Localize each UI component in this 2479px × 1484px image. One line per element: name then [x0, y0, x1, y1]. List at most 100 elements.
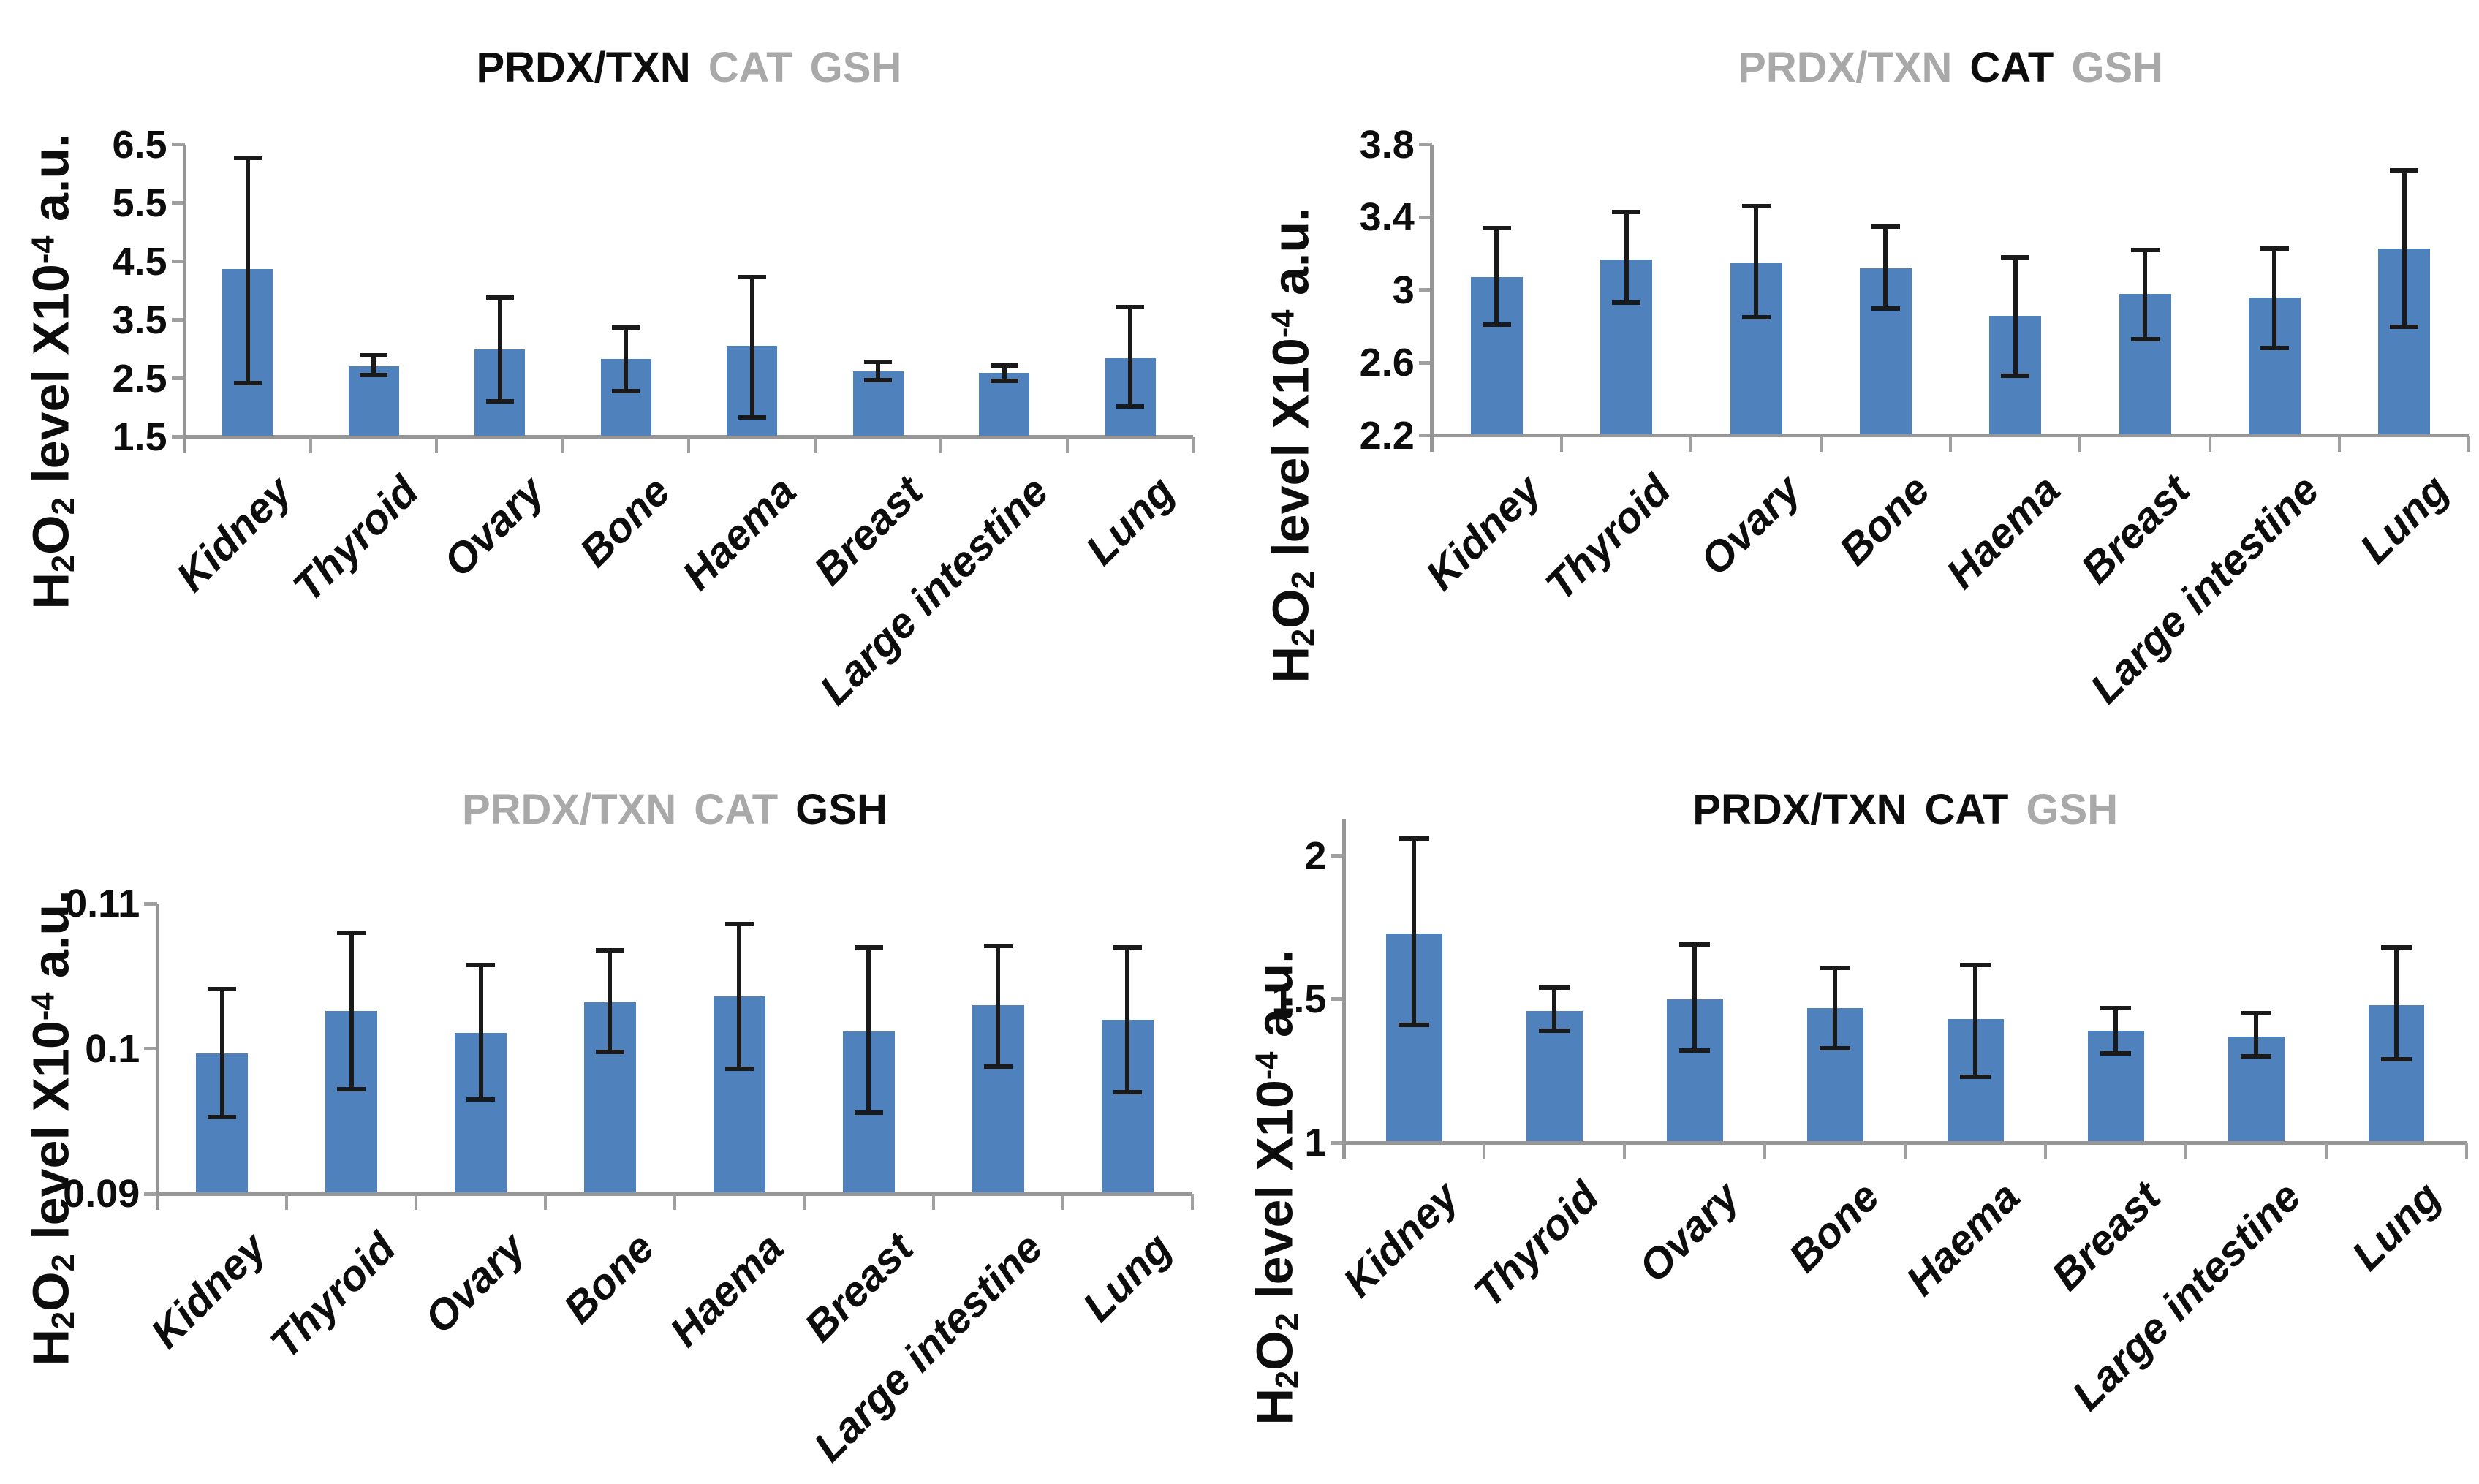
title-token-cat: CAT: [1969, 44, 2054, 91]
y-axis-label-part: -4: [1249, 1051, 1285, 1080]
y-axis-line: [1430, 144, 1434, 452]
error-bar-lung: [1125, 947, 1130, 1093]
title-token-prdx-txn: PRDX/TXN: [461, 786, 677, 833]
error-cap-top-bone: [1820, 965, 1851, 970]
x-label-bone: Bone: [1831, 465, 1939, 575]
error-bar-thyroid: [349, 932, 354, 1090]
error-cap-top-ovary: [1679, 942, 1711, 947]
error-cap-bottom-bone: [1820, 1045, 1851, 1050]
chart-bottom-right: PRDX/TXN CAT GSH H2O2 level X10-4 a.u. 1 1.5 2…: [1240, 742, 2479, 1484]
y-axis-label-part: O: [22, 1271, 80, 1311]
x-tick-mark: [2465, 1143, 2469, 1159]
title-token-prdx-txn: PRDX/TXN: [1738, 44, 1953, 91]
error-cap-bottom-large-intestine: [2240, 1054, 2272, 1059]
error-cap-bottom-kidney: [208, 1114, 237, 1119]
x-label-kidney: Kidney: [1416, 465, 1551, 599]
error-cap-bottom-breast: [2100, 1051, 2132, 1056]
error-bar-kidney: [1494, 228, 1499, 325]
x-label-thyroid: Thyroid: [284, 466, 428, 611]
x-label-lung: Lung: [2350, 465, 2458, 573]
bar-thyroid: [348, 366, 399, 436]
x-label-kidney: Kidney: [1333, 1173, 1468, 1306]
y-tick-mark: [171, 143, 185, 147]
error-cap-bottom-ovary: [466, 1097, 495, 1102]
y-tick-label: 0.1: [85, 1026, 140, 1071]
y-axis-label-part: 2: [46, 496, 82, 515]
x-label-lung: Lung: [1077, 466, 1184, 575]
x-label-large-intestine: Large intestine: [804, 1224, 1052, 1471]
x-label-large-intestine: Large intestine: [811, 466, 1058, 714]
chart-title: PRDX/TXN CAT GSH: [1344, 789, 2467, 831]
chart-title: PRDX/TXN CAT GSH: [157, 789, 1192, 831]
x-label-kidney: Kidney: [167, 466, 301, 601]
x-tick-mark: [1904, 1143, 1907, 1159]
error-cap-top-bone: [1871, 224, 1900, 229]
x-tick-mark: [2467, 435, 2471, 452]
error-bar-breast: [2113, 1007, 2119, 1054]
error-cap-bottom-thyroid: [1612, 300, 1641, 306]
y-tick-label: 2.6: [1359, 341, 1415, 385]
error-bar-large-intestine: [996, 945, 1001, 1067]
error-bar-lung: [2402, 170, 2407, 327]
error-cap-top-ovary: [466, 962, 495, 967]
error-cap-top-large-intestine: [990, 363, 1018, 368]
error-cap-top-bone: [596, 947, 624, 953]
error-bar-haema: [737, 924, 742, 1070]
y-axis-label-part: a.u.: [1262, 207, 1320, 310]
x-tick-mark: [1763, 1143, 1767, 1159]
y-tick-label: 5.5: [112, 181, 167, 225]
x-tick-mark: [1190, 1194, 1194, 1211]
x-tick-mark: [1819, 435, 1823, 452]
error-cap-bottom-lung: [1113, 1090, 1142, 1095]
error-cap-bottom-breast: [854, 1110, 883, 1115]
title-token-cat: CAT: [1924, 786, 2009, 833]
error-cap-bottom-thyroid: [360, 373, 388, 378]
error-cap-bottom-ovary: [1741, 315, 1771, 320]
y-tick-mark: [171, 376, 185, 381]
error-cap-bottom-breast: [864, 378, 893, 383]
y-tick-label: 1.5: [1271, 977, 1327, 1021]
x-tick-mark: [1560, 435, 1564, 452]
x-tick-mark: [1949, 435, 1953, 452]
x-label-breast: Breast: [2042, 1173, 2170, 1300]
x-tick-mark: [931, 1194, 935, 1211]
y-tick-mark: [144, 1047, 158, 1051]
error-cap-top-haema: [724, 922, 754, 927]
error-cap-bottom-lung: [1116, 404, 1145, 409]
error-cap-top-thyroid: [360, 352, 388, 357]
error-cap-bottom-large-intestine: [2260, 346, 2289, 351]
y-axis-label-part: H: [22, 572, 80, 610]
x-label-ovary: Ovary: [1630, 1173, 1749, 1292]
y-axis-label-part: -4: [26, 235, 61, 264]
x-label-haema: Haema: [673, 466, 806, 599]
title-token-gsh: GSH: [2071, 44, 2163, 91]
y-tick-mark: [144, 901, 158, 906]
error-cap-top-thyroid: [1612, 209, 1641, 214]
error-cap-bottom-bone: [596, 1049, 624, 1054]
x-tick-mark: [2044, 1143, 2048, 1159]
title-token-cat: CAT: [694, 786, 779, 833]
x-tick-mark: [2184, 1143, 2188, 1159]
error-bar-large-intestine: [1002, 366, 1007, 382]
error-cap-bottom-large-intestine: [990, 379, 1018, 384]
title-token-gsh: GSH: [2026, 786, 2119, 833]
error-cap-top-breast: [854, 944, 883, 950]
y-tick-mark: [171, 318, 185, 322]
error-cap-bottom-lung: [2390, 324, 2419, 329]
x-label-bone: Bone: [555, 1224, 664, 1333]
error-bar-ovary: [1754, 206, 1759, 318]
y-tick-label: 2.2: [1359, 413, 1415, 458]
x-tick-mark: [435, 436, 439, 453]
x-label-haema: Haema: [1937, 465, 2069, 598]
y-tick-label: 2.5: [112, 356, 167, 401]
x-tick-mark: [561, 436, 564, 453]
error-cap-top-ovary: [1741, 204, 1771, 209]
x-label-large-intestine: Large intestine: [2081, 465, 2328, 713]
x-label-lung: Lung: [2343, 1173, 2450, 1280]
error-bar-ovary: [1692, 944, 1698, 1051]
x-tick-mark: [2208, 435, 2211, 452]
error-cap-top-haema: [1960, 962, 1991, 967]
error-cap-top-ovary: [485, 295, 514, 300]
y-tick-mark: [171, 435, 185, 439]
